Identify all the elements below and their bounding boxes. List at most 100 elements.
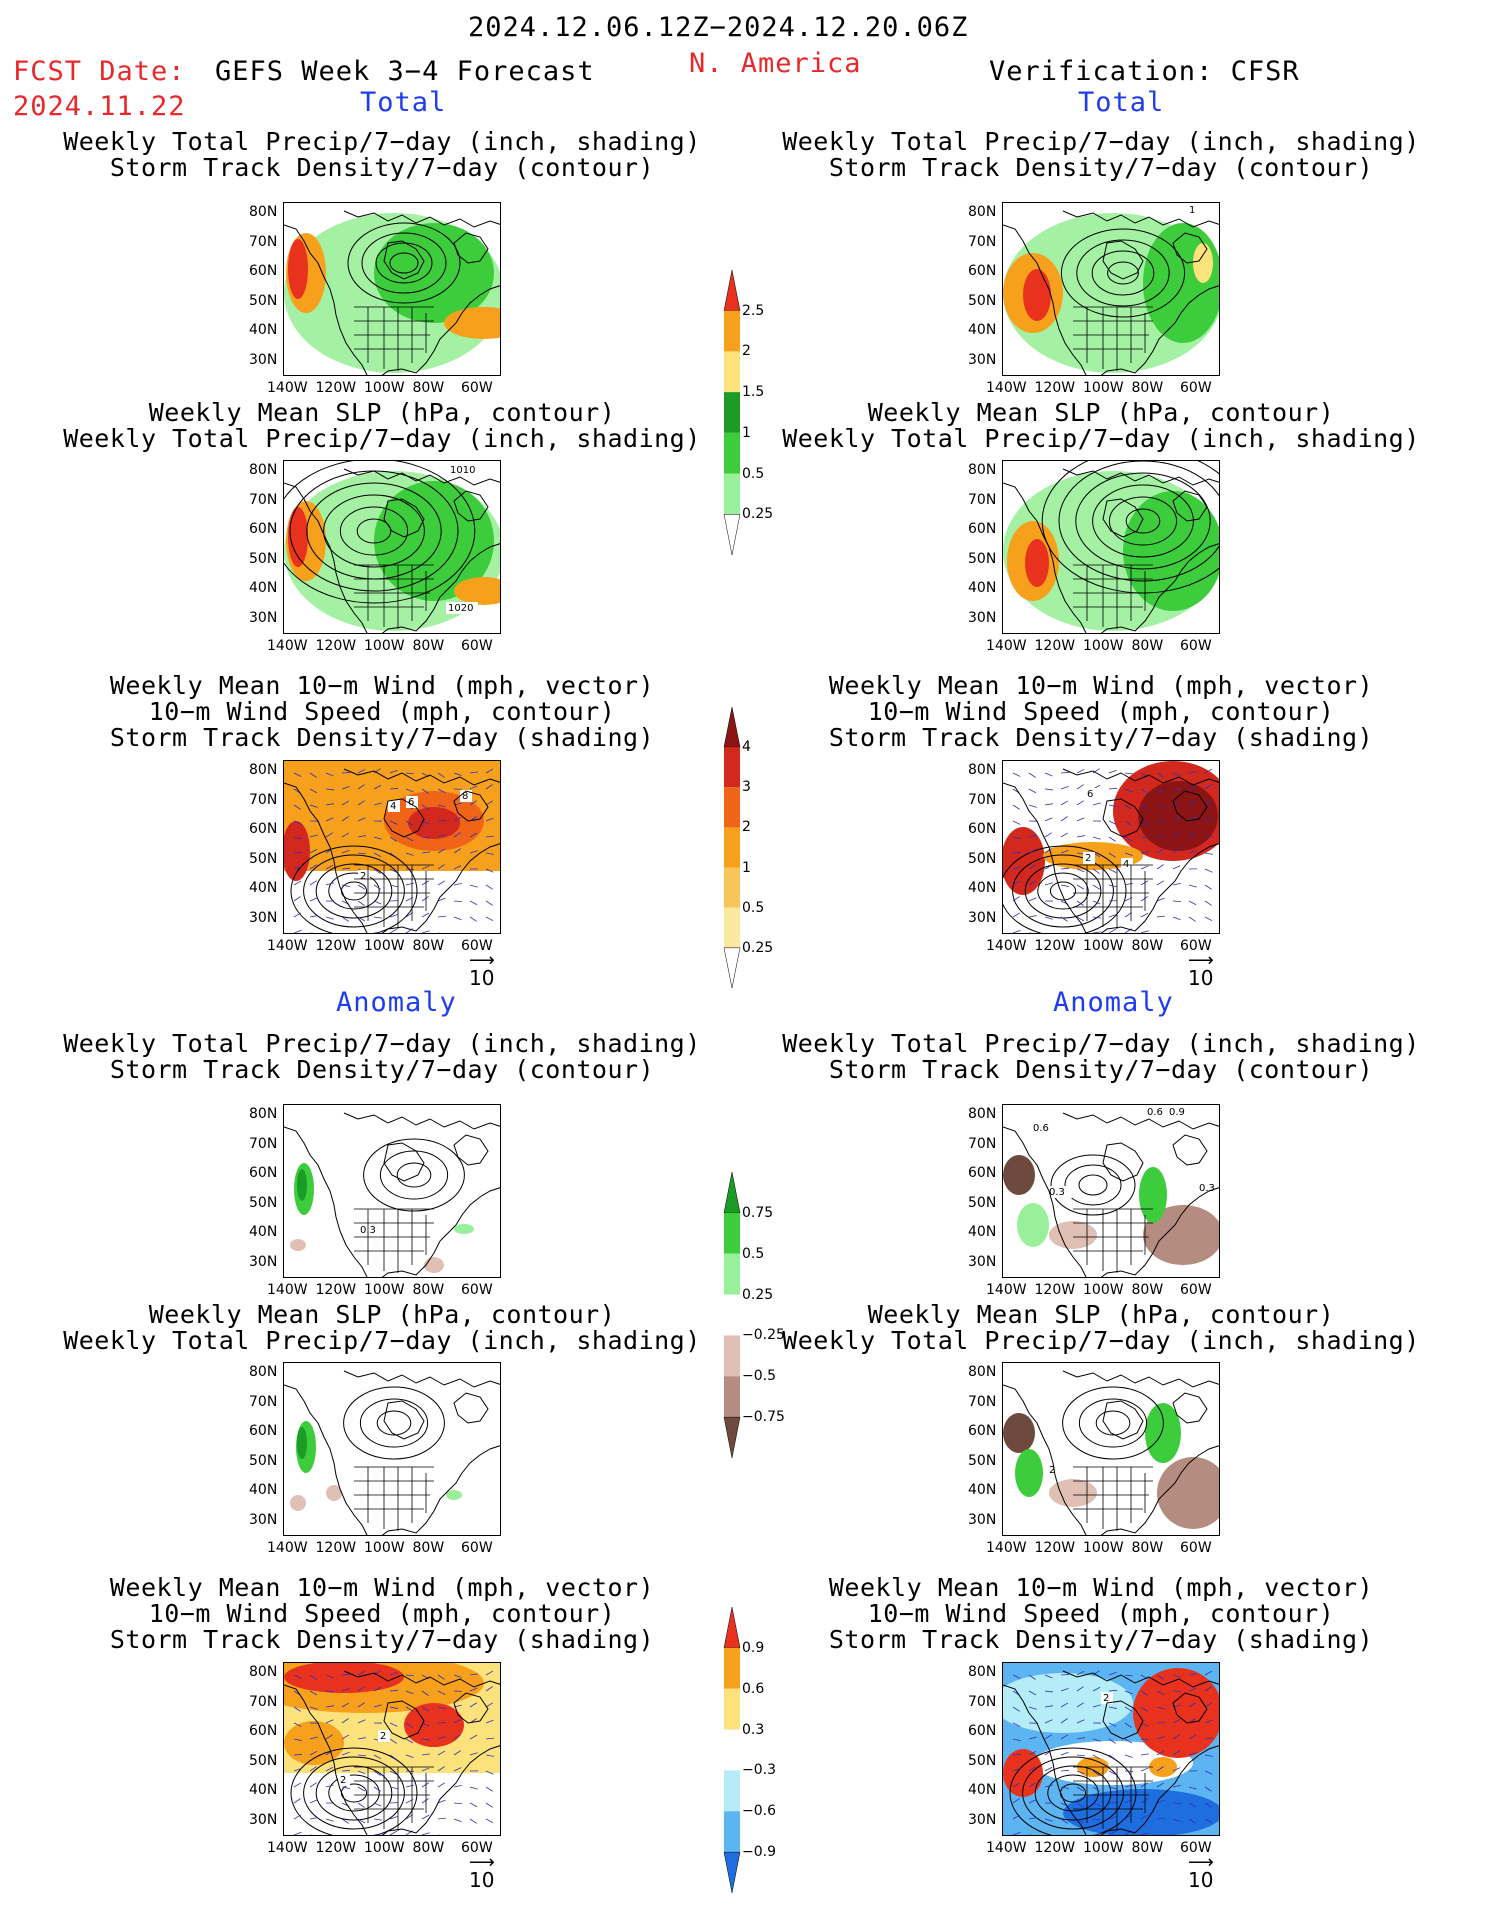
vector-ref-label: 10 (1188, 966, 1214, 990)
panel-3-lon-label: 100W (1083, 638, 1124, 654)
panel-11-lon-label: 60W (1180, 1840, 1212, 1856)
panel-2-lon-label: 120W (315, 638, 357, 654)
colorbar-precip_anom-swatch (724, 1335, 740, 1377)
colorbar-precip_anom (714, 1171, 754, 1459)
panel-2-lat-label: 30N (249, 609, 278, 626)
panel-8-lon-label: 60W (461, 1540, 493, 1556)
panel-6-lat-label: 70N (249, 1135, 278, 1152)
panel-4-lon-label: 100W (364, 938, 405, 954)
panel-1-title-line-1: Storm Track Density/7−day (contour) (828, 153, 1374, 182)
panel-5-title-line-2: Storm Track Density/7−day (shading) (828, 723, 1374, 752)
panel-5-lat-label: 60N (968, 821, 997, 837)
panel-11-lat-label: 40N (968, 1782, 997, 1798)
panel-11-title-line-2: Storm Track Density/7−day (shading) (828, 1625, 1374, 1654)
panel-5-lat-label: 50N (968, 850, 997, 867)
panel-7-title-line-0: Weekly Total Precip/7−day (inch, shading… (782, 1029, 1420, 1058)
panel-10-lat-label: 30N (249, 1811, 278, 1828)
panel-9-lat-label: 40N (968, 1482, 997, 1498)
colorbar-storm_anom-label: −0.6 (742, 1803, 776, 1820)
panel-2-title-line-0: Weekly Mean SLP (hPa, contour) (148, 398, 616, 427)
panel-11-lat-label: 30N (968, 1811, 997, 1828)
colorbar-storm_anom-label: 0.9 (742, 1639, 765, 1656)
svg-text:2: 2 (1085, 853, 1091, 864)
map-panel-2: 1010 1020 (283, 460, 501, 634)
colorbar-storm_anom-swatch (724, 1647, 740, 1689)
panel-0-lon-label: 60W (461, 380, 493, 396)
map-panel-7: 0.6 0.9 0.6 0.3 0.3 (1002, 1104, 1220, 1278)
panel-9-lat-label: 60N (968, 1423, 997, 1439)
panel-11-lat-label: 60N (968, 1723, 997, 1739)
panel-5-title-line-0: Weekly Mean 10−m Wind (mph, vector) (828, 671, 1374, 700)
colorbar-storm_anom-svg (723, 1606, 741, 1894)
colorbar-precip_anom-label: −0.5 (742, 1368, 776, 1385)
panel-8-title-line-1: Weekly Total Precip/7−day (inch, shading… (63, 1326, 701, 1355)
colorbar-storm_total-swatch (724, 827, 740, 868)
map-svg-1: 1 (1003, 204, 1219, 375)
svg-text:1020: 1020 (448, 603, 473, 614)
svg-text:1010: 1010 (450, 465, 475, 476)
panel-10-lon-label: 120W (315, 1840, 357, 1856)
panel-6-lat-label: 30N (249, 1253, 278, 1270)
panel-8-lat-label: 70N (249, 1393, 278, 1410)
map-panel-11: 2 (1002, 1662, 1220, 1836)
map-svg-6: 0.3 (284, 1112, 500, 1277)
vector-ref-label: 10 (469, 1868, 495, 1892)
panel-0-lon-label: 100W (364, 380, 405, 396)
panel-0-lon-label: 80W (412, 380, 445, 396)
panel-8-lon-label: 100W (364, 1540, 405, 1556)
panel-8-title-line-0: Weekly Mean SLP (hPa, contour) (148, 1300, 616, 1329)
colorbar-precip_total-label: 1 (742, 424, 751, 441)
colorbar-precip_total-swatch (724, 432, 740, 474)
panel-3-lon-label: 60W (1180, 638, 1212, 654)
colorbar-storm_anom-label: 0.3 (742, 1721, 765, 1738)
colorbar-precip_anom-label: 0.25 (742, 1286, 774, 1303)
panel-4-lon-label: 60W (461, 938, 493, 954)
panel-8-lat-label: 50N (249, 1452, 278, 1469)
colorbar-precip_total (714, 269, 754, 556)
panel-4-lat-label: 80N (249, 762, 278, 778)
svg-text:4: 4 (390, 801, 396, 812)
panel-11-title-line-0: Weekly Mean 10−m Wind (mph, vector) (828, 1573, 1374, 1602)
svg-text:6: 6 (408, 797, 414, 808)
colorbar-precip_total-swatch (723, 514, 741, 556)
colorbar-precip_total-label: 2.5 (742, 302, 765, 319)
panel-4-title-line-1: 10−m Wind Speed (mph, contour) (148, 697, 616, 726)
product-title: GEFS Week 3−4 Forecast (215, 56, 595, 87)
panel-3-lat-label: 70N (968, 491, 997, 508)
panel-4-lat-label: 50N (249, 850, 278, 867)
colorbar-precip_anom-label: −0.25 (742, 1327, 785, 1344)
panel-5-lat-label: 80N (968, 762, 997, 778)
colorbar-storm_total (714, 706, 754, 989)
panel-3-lat-label: 30N (968, 609, 997, 626)
panel-6-title-line-1: Storm Track Density/7−day (contour) (109, 1055, 655, 1084)
colorbar-storm_anom-label: −0.9 (742, 1844, 776, 1861)
map-panel-1: 1 (1002, 202, 1220, 376)
colorbar-storm_total-swatch (724, 907, 740, 948)
panel-2-lon-label: 60W (461, 638, 493, 654)
panel-11-vector-ref: ⟶ 10 (1188, 1854, 1214, 1893)
colorbar-storm_total-label: 4 (742, 739, 751, 756)
panel-9-lat-label: 80N (968, 1364, 997, 1380)
colorbar-storm_anom-label: 0.6 (742, 1680, 765, 1697)
panel-1-lon-label: 140W (986, 380, 1027, 396)
verification-label: Verification: CFSR (989, 56, 1300, 87)
colorbar-precip_anom-swatch (723, 1416, 741, 1459)
panel-8-lon-label: 120W (315, 1540, 357, 1556)
panel-10-lat-label: 80N (249, 1664, 278, 1680)
map-svg-11: 2 (1003, 1663, 1219, 1835)
panel-7-lat-label: 30N (968, 1253, 997, 1270)
colorbar-precip_total-swatch (723, 269, 741, 311)
panel-6-lon-label: 60W (461, 1282, 493, 1298)
section-anomaly-left: Anomaly (336, 987, 457, 1018)
panel-2-lat-label: 60N (249, 521, 278, 537)
colorbar-precip_anom-label: 0.5 (742, 1245, 765, 1262)
panel-10-lat-label: 50N (249, 1752, 278, 1769)
panel-4-lon-label: 120W (315, 938, 357, 954)
panel-7-lat-label: 40N (968, 1224, 997, 1240)
vector-ref-label: 10 (1188, 1868, 1214, 1892)
vector-ref-label: 10 (469, 966, 495, 990)
svg-text:6: 6 (1087, 789, 1093, 800)
map-panel-9: 2 (1002, 1362, 1220, 1536)
panel-9-lon-label: 60W (1180, 1540, 1212, 1556)
